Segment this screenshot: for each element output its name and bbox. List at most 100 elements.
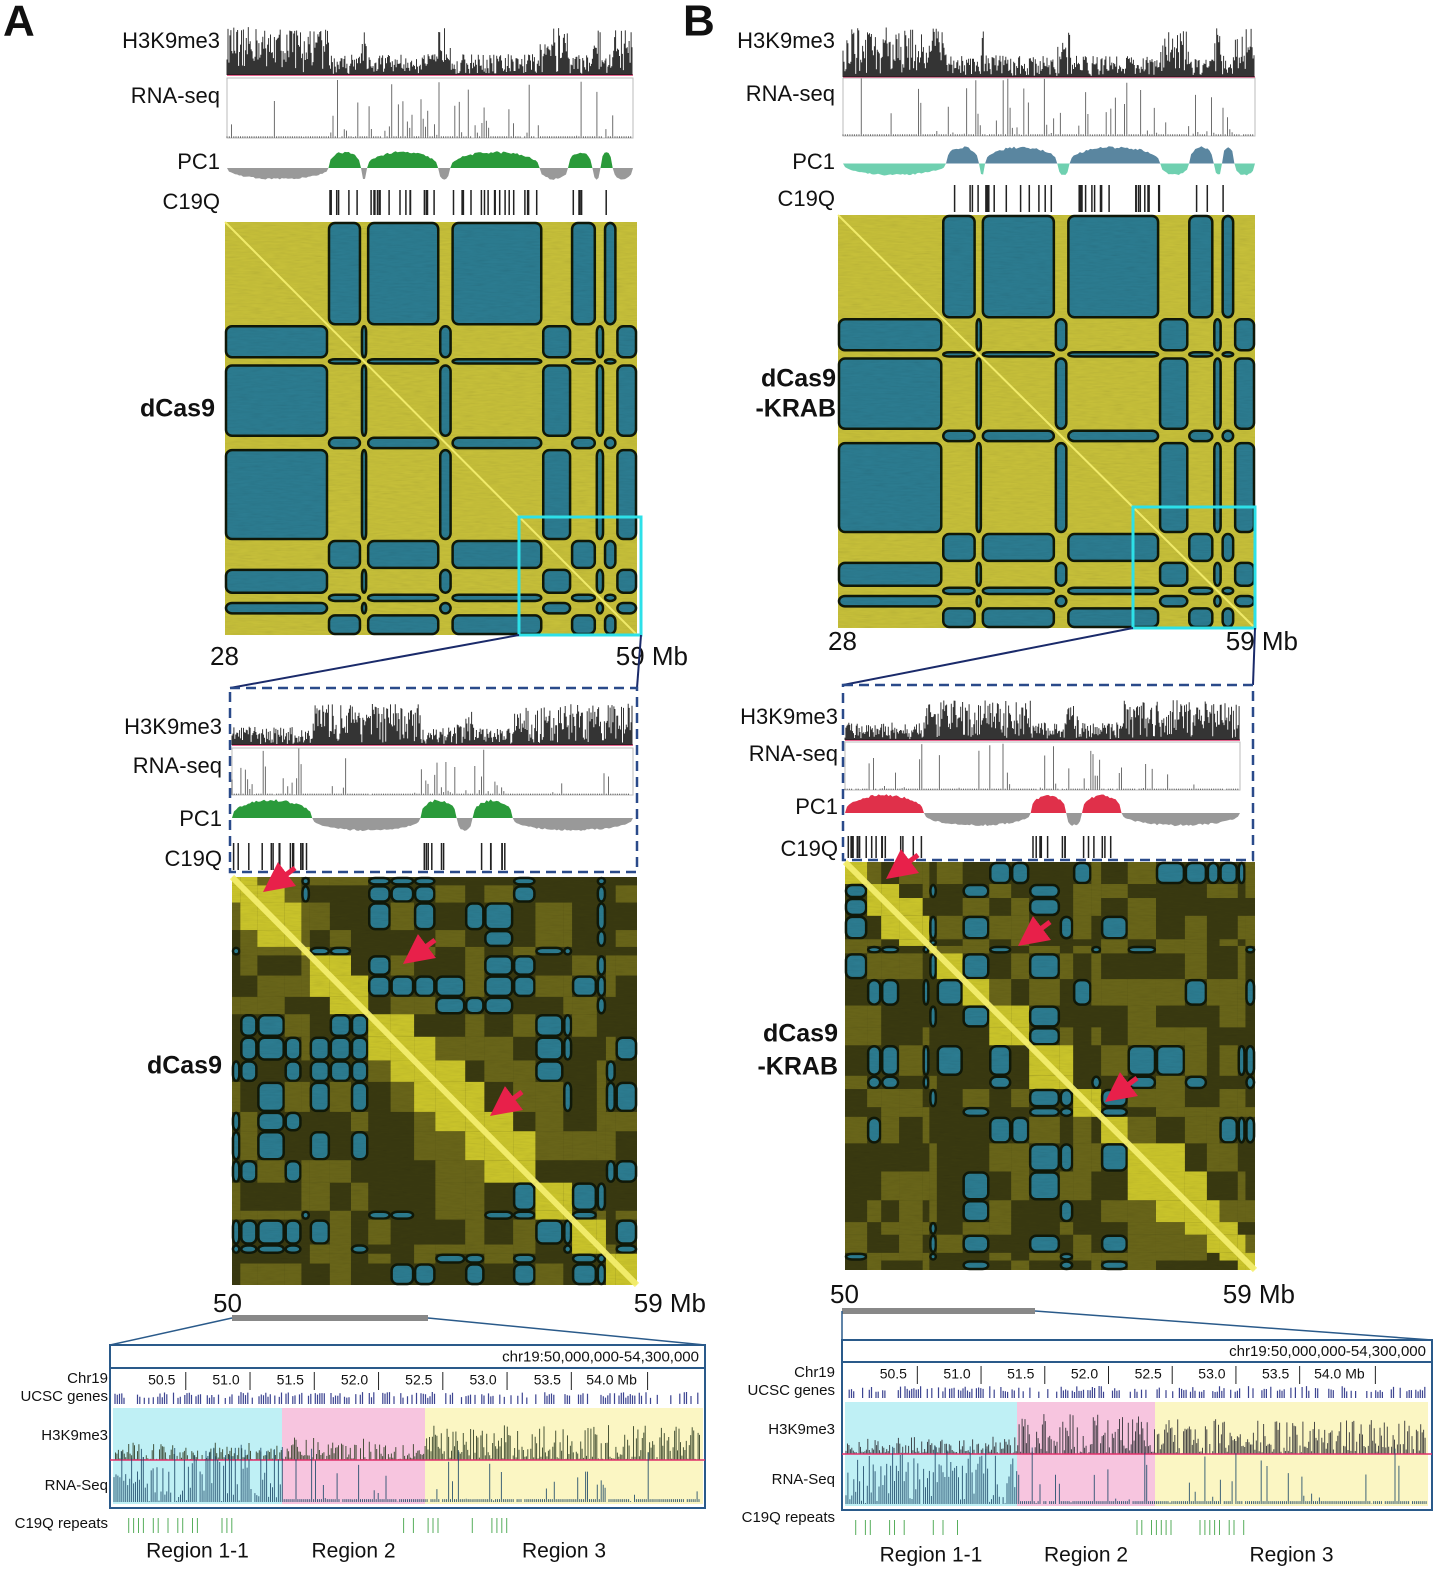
track-signal [844,743,1239,790]
zoom-line [1252,627,1256,686]
track-signal [848,1386,1426,1398]
heatmap-label: dCas9 [763,1020,838,1048]
track-signal [845,1446,1427,1504]
axis-end: 59 Mb [1223,1279,1295,1309]
diagonal [837,214,1256,629]
red-arrow [1105,1072,1139,1102]
browser-tick-label: 51.5 [277,1372,304,1388]
pc1-negative [232,818,633,831]
browser-track-label: Chr19 [67,1370,108,1387]
browser-tick-label: 52.5 [405,1372,432,1388]
panel-letter: B [683,0,715,46]
track-label: H3K9me3 [122,28,220,53]
browser-tick-label: 52.0 [341,1372,368,1388]
heatmap-label: dCas9 [140,395,215,423]
track-signal [855,1520,1245,1535]
track-label: H3K9me3 [740,704,838,729]
track-label: H3K9me3 [124,714,222,739]
track-label: PC1 [179,806,222,831]
browser-track-label: RNA-Seq [772,1471,835,1488]
browser-tick-label: 51.0 [943,1366,970,1382]
region-label: Region 1-1 [146,1540,249,1563]
browser-track-label: H3K9me3 [41,1427,108,1444]
browser-tick-label: 51.0 [212,1372,239,1388]
browser-frame [841,1361,1433,1511]
heatmap-label: -KRAB [757,1053,838,1081]
pc1-positive [845,794,1240,813]
region-label: Region 3 [1249,1544,1333,1567]
track-label: C19Q [778,186,835,211]
zoom-frame [228,686,639,874]
track-label: RNA-seq [749,741,838,766]
zoom-box [1131,505,1257,630]
browser-tick-label: 54.0 Mb [1314,1366,1365,1382]
heatmap-label: dCas9 [761,365,836,393]
browser-tick-label: 53.5 [534,1372,561,1388]
coordinates: chr19:50,000,000-54,300,000 [1229,1343,1426,1360]
browser-tick-label: 54.0 Mb [586,1372,637,1388]
track-label: PC1 [177,149,220,174]
zoom-line [109,1317,233,1346]
browser-track-label: H3K9me3 [768,1421,835,1438]
track-signal [226,80,632,138]
red-arrow [263,862,297,892]
region-shade [425,1408,703,1504]
zoom-line [842,627,1134,686]
pc1-positive [232,799,633,818]
track-label: H3K9me3 [737,28,835,53]
rna-frame [842,77,1256,137]
track-signal [113,1444,700,1502]
pc1-negative [843,163,1255,176]
red-arrow [886,849,920,879]
axis-end: 59 Mb [616,641,688,671]
track-signal [128,1518,508,1533]
heatmap-label: dCas9 [147,1052,222,1080]
coordinates: chr19:50,000,000-54,300,000 [502,1348,699,1365]
browser-track-label: Chr19 [794,1364,835,1381]
browser-tick-label: 51.5 [1007,1366,1034,1382]
track-label: RNA-seq [131,83,220,108]
axis-end: 59 Mb [1226,626,1298,656]
region-label: Region 2 [1044,1544,1128,1567]
c19q-ticks [329,190,607,215]
track-signal [842,27,1255,77]
browser-tick-label: 50.5 [880,1366,907,1382]
track-signal [226,27,633,75]
browser-tick-label: 53.0 [1198,1366,1225,1382]
axis-end: 59 Mb [634,1288,706,1318]
zoom-line [1034,1310,1433,1341]
browser-tick-label: 52.0 [1071,1366,1098,1382]
track-signal [231,748,629,795]
browser-track-label: C19Q repeats [742,1509,835,1526]
rna-frame [844,741,1241,791]
axis-start: 50 [213,1288,242,1318]
track-label: PC1 [795,794,838,819]
heatmap-label: -KRAB [755,395,836,423]
red-arrow [403,934,437,964]
zoom-box [517,515,643,637]
axis-start: 28 [828,626,857,656]
track-signal [844,700,1240,740]
diagonal [224,221,638,636]
zoom-frame [841,683,1255,862]
browser-tick-label: 50.5 [148,1372,175,1388]
track-label: C19Q [781,836,838,861]
browser-track-label: UCSC genes [20,1388,108,1405]
red-arrow [490,1086,524,1116]
axis-start: 28 [210,641,239,671]
rna-frame [226,77,634,139]
browser-tick-label: 53.0 [469,1372,496,1388]
pc1-positive [227,151,633,168]
track-signal [231,703,633,745]
track-signal [114,1392,699,1404]
diagonal [842,859,1258,1273]
browser-frame [109,1367,706,1509]
c19q-ticks [232,843,506,870]
zoom-line [636,634,642,689]
track-label: PC1 [792,149,835,174]
c19q-ticks [847,836,1112,858]
pc1-positive [843,146,1255,164]
diagonal [229,874,640,1288]
browser-tick-label: 52.5 [1135,1366,1162,1382]
